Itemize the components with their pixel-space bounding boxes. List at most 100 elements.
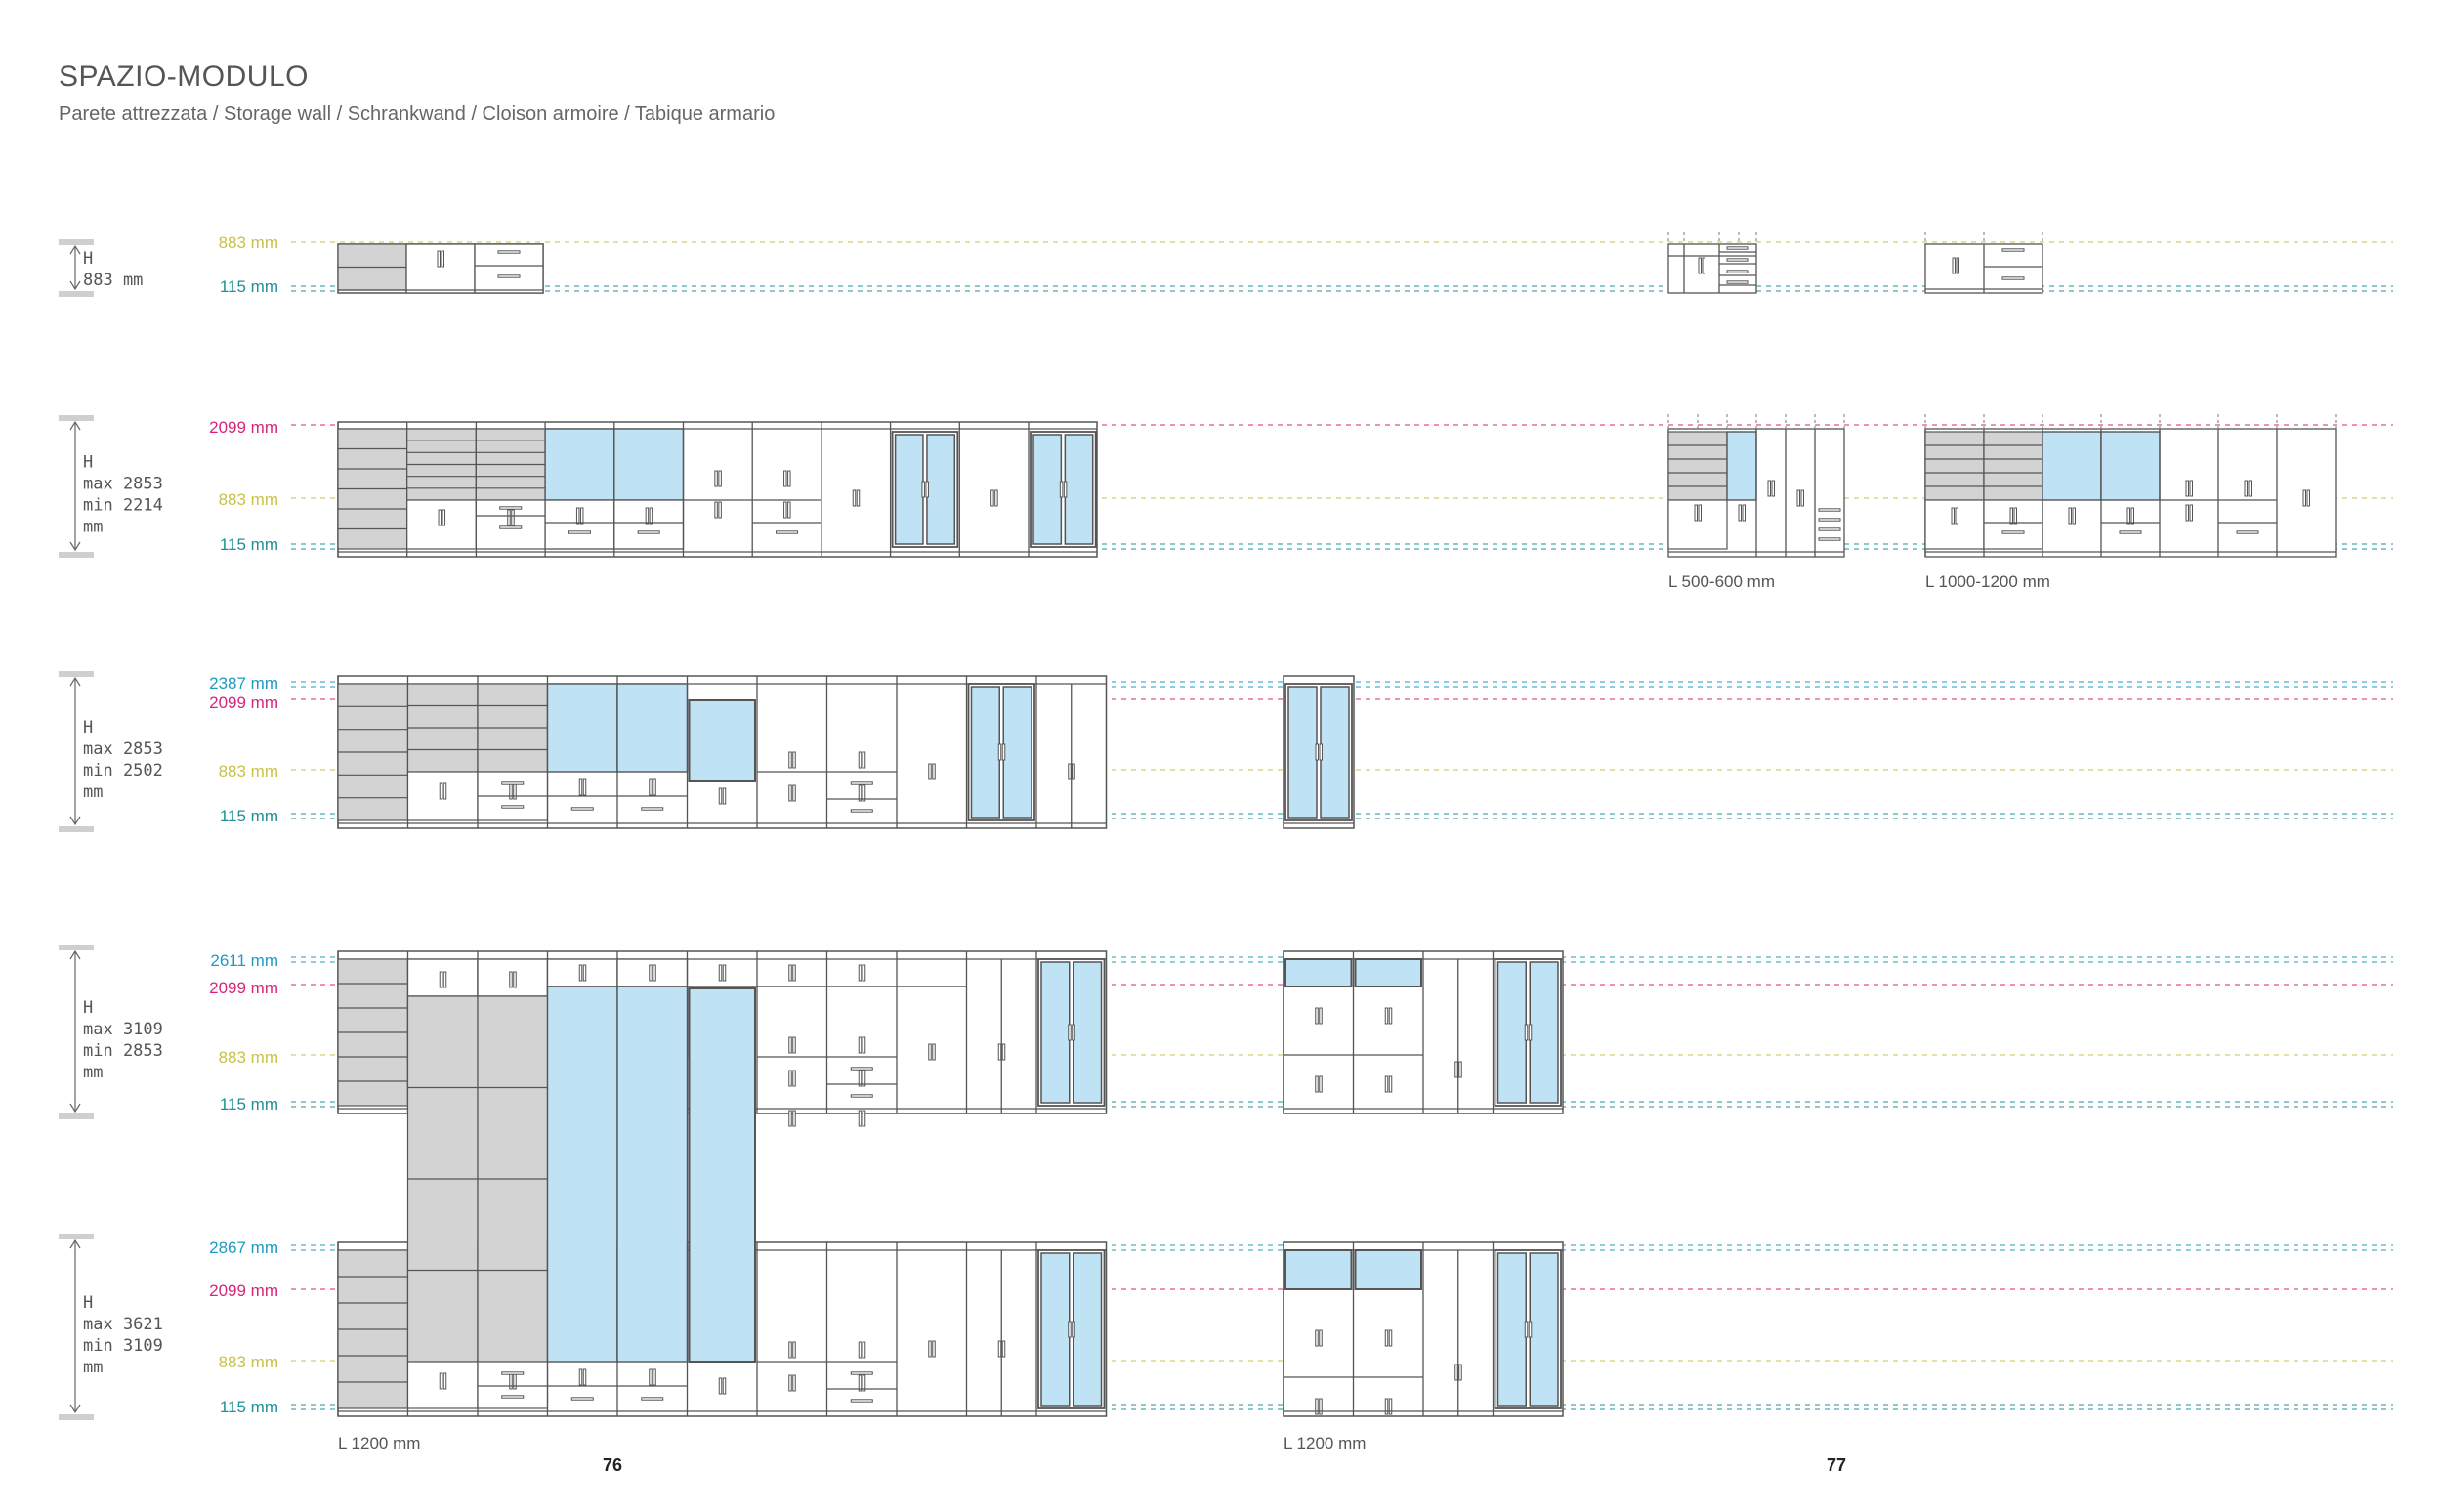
handle bbox=[788, 1036, 792, 1054]
height-value: max 2853 bbox=[83, 739, 163, 759]
drawer-pull bbox=[1818, 508, 1841, 512]
handle bbox=[928, 763, 932, 780]
handle bbox=[1068, 763, 1072, 780]
drawer-pull bbox=[1818, 518, 1841, 522]
height-value: min 2502 bbox=[83, 761, 163, 780]
handle bbox=[852, 489, 857, 507]
handle bbox=[2130, 507, 2134, 525]
handle bbox=[788, 964, 792, 982]
glass-door bbox=[688, 987, 756, 1363]
height-value: mm bbox=[83, 1063, 103, 1082]
handle bbox=[438, 509, 442, 526]
handle bbox=[722, 787, 727, 805]
handle bbox=[2248, 480, 2252, 497]
glass-door bbox=[613, 428, 685, 501]
glass-door-pane bbox=[1529, 961, 1559, 1104]
handle bbox=[788, 1070, 792, 1087]
handle bbox=[932, 1340, 936, 1358]
page-title: SPAZIO-MODULO bbox=[59, 61, 309, 93]
handle bbox=[792, 1036, 796, 1054]
height-label: H bbox=[83, 1293, 93, 1313]
handle bbox=[2068, 507, 2072, 525]
level-label: 2611 mm bbox=[210, 951, 278, 970]
height-value: 883 mm bbox=[83, 271, 143, 290]
handle bbox=[2189, 480, 2193, 497]
handle bbox=[578, 778, 583, 796]
handle bbox=[1738, 504, 1742, 522]
height-label: H bbox=[83, 998, 93, 1018]
glass-door-pane bbox=[1496, 961, 1527, 1104]
height-label: H bbox=[83, 249, 93, 269]
handle bbox=[932, 1043, 936, 1061]
dimension-arrowhead bbox=[69, 816, 81, 826]
handle bbox=[582, 778, 587, 796]
handle bbox=[649, 964, 653, 982]
handle bbox=[2189, 504, 2193, 522]
width-label-small-unit: L 500-600 mm bbox=[1668, 572, 1775, 591]
handle bbox=[1388, 1398, 1393, 1415]
level-label: 883 mm bbox=[219, 233, 278, 252]
dimension-cap bbox=[59, 1113, 94, 1119]
height-value: max 3109 bbox=[83, 1020, 163, 1039]
glass-door bbox=[1726, 431, 1757, 501]
level-label: 883 mm bbox=[219, 762, 278, 780]
glass-top-door bbox=[1354, 958, 1422, 987]
glass-door bbox=[2100, 431, 2161, 501]
door-handle bbox=[1068, 1321, 1072, 1338]
width-label-left-group: L 1200 mm bbox=[338, 1434, 421, 1452]
handle bbox=[792, 1374, 796, 1392]
shelf-compartment bbox=[1983, 431, 2043, 501]
level-label: 115 mm bbox=[220, 1095, 278, 1113]
glass-top-door bbox=[1284, 958, 1353, 987]
glass-door bbox=[546, 683, 618, 773]
glass-door-pane bbox=[1073, 1252, 1103, 1407]
dimension-cap bbox=[59, 671, 94, 677]
dimension-cap bbox=[59, 239, 94, 245]
handle bbox=[439, 971, 443, 988]
handle bbox=[1319, 1329, 1323, 1347]
glass-door-pane bbox=[1064, 434, 1094, 545]
handle bbox=[1454, 1061, 1458, 1078]
cabinet-door bbox=[1983, 499, 2043, 550]
drawer-pull bbox=[641, 1397, 664, 1401]
drawer-pull bbox=[497, 274, 521, 278]
handle bbox=[1698, 504, 1702, 522]
handle bbox=[1454, 1364, 1458, 1381]
level-label: 2099 mm bbox=[209, 979, 278, 997]
handle bbox=[1384, 1329, 1389, 1347]
handle bbox=[858, 1070, 863, 1087]
door-handle bbox=[921, 481, 925, 498]
handle bbox=[858, 964, 863, 982]
door-handle bbox=[1063, 481, 1068, 498]
height-value: max 3621 bbox=[83, 1315, 163, 1334]
glass-door bbox=[2042, 431, 2102, 501]
handle bbox=[2072, 507, 2076, 525]
handle bbox=[1388, 1329, 1393, 1347]
drawer-pull bbox=[637, 530, 660, 534]
glass-door-pane bbox=[1496, 1252, 1527, 1407]
level-label: 115 mm bbox=[220, 807, 278, 825]
handle bbox=[1742, 504, 1746, 522]
glass-door-pane bbox=[1287, 686, 1318, 819]
handle bbox=[862, 751, 866, 769]
drawer-pull bbox=[2119, 530, 2142, 534]
handle bbox=[858, 1374, 863, 1392]
drawer-pull bbox=[850, 1371, 873, 1375]
door-handle bbox=[1524, 1321, 1529, 1338]
glass-door bbox=[546, 986, 618, 1363]
dimension-cap bbox=[59, 552, 94, 558]
drawer-pull bbox=[2001, 530, 2025, 534]
door-handle bbox=[1059, 481, 1064, 498]
level-label: 883 mm bbox=[219, 1048, 278, 1067]
handle bbox=[792, 1341, 796, 1359]
height-value: min 2214 bbox=[83, 496, 163, 516]
height-label: H bbox=[83, 718, 93, 737]
handle bbox=[1800, 489, 1804, 507]
glass-door-pane bbox=[926, 434, 956, 545]
handle bbox=[1771, 480, 1775, 497]
height-value: mm bbox=[83, 782, 103, 802]
glass-door-pane bbox=[1040, 961, 1071, 1104]
handle bbox=[792, 1070, 796, 1087]
door-handle bbox=[925, 481, 929, 498]
